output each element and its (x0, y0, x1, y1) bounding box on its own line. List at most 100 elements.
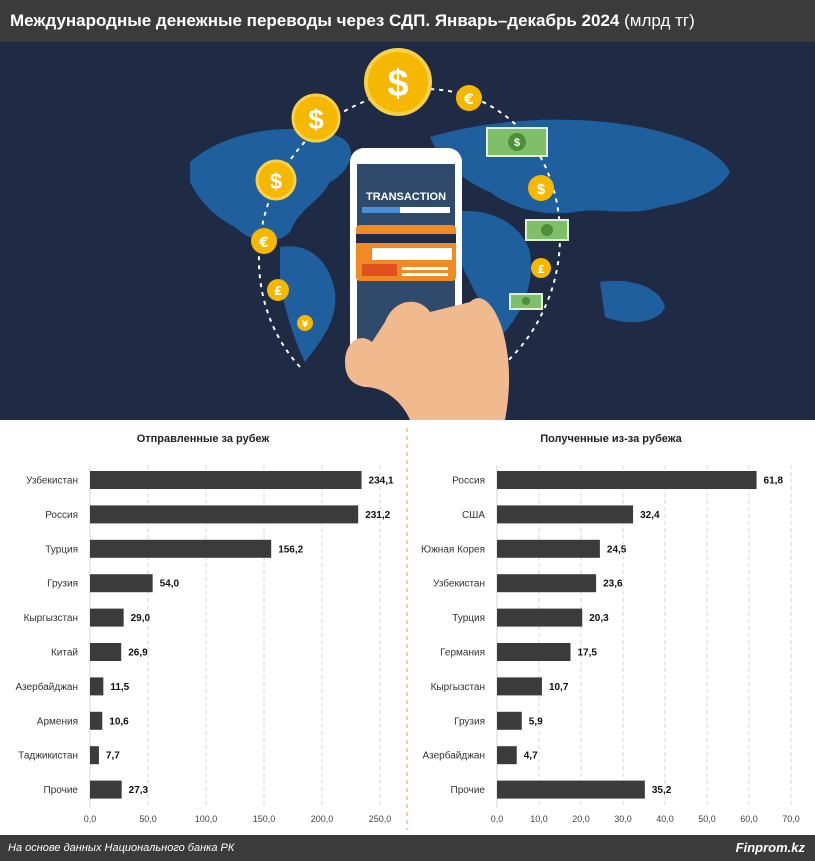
coin-icon: $ (255, 159, 297, 201)
category-label: Грузия (454, 716, 485, 727)
x-tick-label: 50,0 (139, 814, 157, 824)
category-label: Южная Корея (421, 544, 485, 555)
svg-text:$: $ (387, 63, 408, 105)
bar (497, 643, 571, 661)
hand (345, 298, 510, 420)
x-tick-label: 10,0 (530, 814, 548, 824)
svg-text:¥: ¥ (302, 320, 309, 330)
category-label: США (462, 510, 485, 521)
bar (497, 780, 645, 799)
category-label: Азербайджан (422, 750, 485, 762)
x-tick-label: 70,0 (782, 814, 800, 824)
x-tick-label: 150,0 (253, 814, 276, 824)
orbit-ring (257, 88, 561, 383)
bar (90, 539, 272, 558)
bar (497, 574, 597, 593)
category-label: Россия (45, 510, 78, 521)
svg-text:£: £ (274, 284, 282, 298)
bar (90, 574, 153, 593)
value-label: 26,9 (128, 648, 148, 659)
category-label: Азербайджан (15, 681, 78, 693)
category-label: Таджикистан (18, 751, 78, 762)
svg-text:$: $ (537, 181, 546, 198)
source-note: На основе данных Национального банка РК (8, 842, 235, 854)
category-label: Кыргызстан (431, 682, 485, 693)
category-label: Россия (452, 476, 485, 487)
category-label: Узбекистан (26, 475, 78, 487)
bar (90, 677, 104, 696)
bar (497, 746, 517, 765)
svg-text:$: $ (514, 137, 520, 149)
chart-received: Полученные из-за рубежа Россия США Южная К… (421, 433, 800, 824)
brand-logo: Finprom.kz (735, 840, 805, 855)
bar (90, 608, 124, 627)
title-bar: Международные денежные переводы через СД… (0, 0, 815, 42)
bar (497, 711, 522, 730)
coin-icon: $ (364, 48, 432, 116)
dollar-bill-icon: $ (486, 127, 548, 157)
value-label: 10,7 (549, 682, 569, 693)
bar (90, 711, 103, 730)
page-title: Международные денежные переводы через СД… (10, 11, 695, 31)
value-label: 234,1 (369, 476, 394, 487)
x-tick-label: 0,0 (84, 814, 97, 824)
pound-coin-icon: £ (531, 258, 551, 278)
value-label: 61,8 (764, 476, 784, 487)
x-tick-label: 100,0 (195, 814, 218, 824)
coin-icon: $ (291, 93, 341, 143)
category-label: Германия (440, 648, 485, 659)
charts-area: Отправленные за рубеж Узбекистан Россия Ту… (15, 428, 800, 830)
value-label: 4,7 (524, 751, 538, 762)
euro-coin-icon: € (251, 228, 277, 254)
title-unit: (млрд тг) (624, 11, 695, 30)
bar (497, 539, 600, 558)
category-label: Кыргызстан (24, 613, 78, 624)
chart-title-received: Полученные из-за рубежа (540, 433, 682, 445)
screen-label: TRANSACTION (366, 191, 446, 203)
svg-text:€: € (258, 235, 269, 251)
bar (90, 471, 362, 489)
bar (90, 780, 122, 799)
value-label: 231,2 (365, 510, 390, 521)
value-label: 27,3 (129, 785, 149, 796)
category-label: Прочие (451, 785, 486, 796)
bar (497, 608, 583, 627)
value-label: 35,2 (652, 785, 672, 796)
title-text: Международные денежные переводы через СД… (10, 11, 620, 30)
footer: На основе данных Национального банка РК … (0, 835, 815, 861)
category-label: Прочие (44, 785, 79, 796)
value-label: 17,5 (578, 648, 598, 659)
x-tick-label: 30,0 (614, 814, 632, 824)
bar (90, 643, 122, 661)
x-tick-label: 200,0 (311, 814, 334, 824)
bar (497, 471, 757, 489)
bar (90, 505, 359, 524)
value-label: 54,0 (160, 579, 180, 590)
value-label: 10,6 (109, 716, 129, 727)
bar (497, 505, 634, 524)
category-label: Армения (37, 716, 78, 727)
value-label: 20,3 (589, 613, 609, 624)
svg-text:$: $ (270, 169, 282, 194)
x-tick-label: 60,0 (740, 814, 758, 824)
pound-coin-icon: £ (267, 279, 289, 301)
svg-text:$: $ (308, 104, 324, 135)
chart-sent: Отправленные за рубеж Узбекистан Россия Ту… (15, 433, 394, 824)
x-tick-label: 250,0 (369, 814, 392, 824)
coin-icon: $ (528, 175, 554, 201)
category-label: Грузия (47, 579, 78, 590)
value-label: 5,9 (529, 716, 543, 727)
value-label: 23,6 (603, 579, 623, 590)
hero-illustration: $ $ $ € £ ¥ € $ $ £ (0, 42, 815, 420)
value-label: 7,7 (106, 751, 120, 762)
bar (90, 746, 99, 765)
bar (497, 677, 542, 696)
euro-coin-icon: € (456, 85, 482, 111)
x-tick-label: 50,0 (698, 814, 716, 824)
dollar-bill-icon (509, 293, 543, 310)
svg-text:£: £ (537, 263, 545, 276)
dollar-bill-icon (525, 219, 569, 241)
value-label: 32,4 (640, 510, 660, 521)
value-label: 156,2 (278, 544, 303, 555)
x-tick-label: 20,0 (572, 814, 590, 824)
